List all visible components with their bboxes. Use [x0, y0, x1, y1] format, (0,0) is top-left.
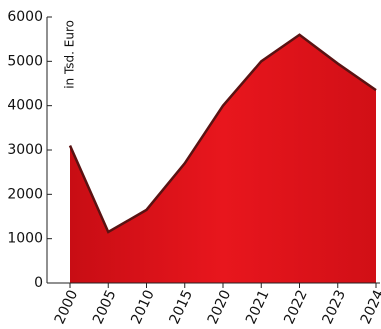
area — [70, 34, 376, 283]
area-line — [68, 33, 377, 234]
y-tick-label: 0 — [34, 275, 43, 291]
x-tick-label: 2005 — [90, 288, 120, 327]
y-axis-label: in Tsd. Euro — [63, 20, 77, 89]
x-tick-label: 2010 — [128, 288, 158, 327]
x-tick-label: 2015 — [166, 288, 196, 327]
x-tick-label: 2021 — [243, 288, 273, 327]
y-tick-label: 2000 — [7, 186, 43, 202]
y-tick-label: 1000 — [7, 231, 43, 247]
x-tick-label: 2024 — [358, 288, 381, 327]
x-tick-label: 2020 — [205, 288, 235, 327]
y-tick-label: 4000 — [7, 98, 43, 114]
y-tick-label: 3000 — [7, 142, 43, 158]
y-tick-label: 5000 — [7, 53, 43, 69]
x-tick-label: 2023 — [319, 288, 349, 327]
x-tick-label: 2000 — [52, 288, 82, 327]
x-tick-label: 2022 — [281, 288, 311, 327]
y-tick-label: 6000 — [7, 9, 43, 25]
